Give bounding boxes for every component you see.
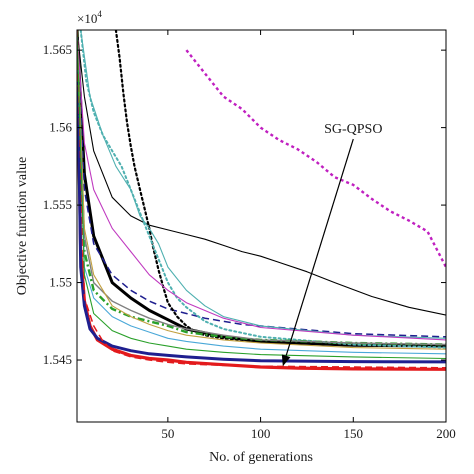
x-tick-label: 100	[251, 426, 271, 441]
series-line-10	[77, 30, 446, 346]
annotation-label: SG-QPSO	[324, 122, 382, 137]
series-line-7	[114, 30, 446, 348]
series-line-4	[77, 30, 446, 316]
y-axis-label: Objective function value	[15, 157, 30, 295]
series-line-3	[77, 30, 446, 348]
series-layer	[77, 30, 446, 371]
y-axis-multiplier-exponent: 4	[97, 9, 102, 19]
series-line-11	[80, 30, 446, 339]
series-line-2	[77, 30, 446, 364]
ticks-layer: 50 100 150 200 1.545 1.55 1.555 1.56 1.565	[43, 30, 456, 441]
series-line-16	[77, 30, 446, 360]
x-tick-label: 150	[344, 426, 364, 441]
series-line-5	[77, 30, 446, 338]
y-tick-label: 1.565	[43, 42, 72, 57]
x-axis-label: No. of generations	[209, 450, 313, 465]
series-line-1	[77, 30, 446, 371]
series-line-6	[185, 49, 446, 268]
y-tick-label: 1.55	[49, 275, 72, 290]
annotation-arrow-head	[281, 354, 291, 367]
annotation-arrow-line	[285, 138, 354, 356]
plot-frame	[76, 29, 447, 423]
x-tick-label: 50	[161, 426, 174, 441]
x-tick-label: 200	[436, 426, 456, 441]
y-axis-multiplier: ×104	[77, 9, 102, 26]
y-tick-label: 1.56	[49, 120, 72, 135]
y-tick-label: 1.555	[43, 197, 72, 212]
series-line-15	[77, 30, 446, 369]
series-line-12	[77, 30, 446, 341]
series-line-13	[77, 30, 446, 350]
annotation-sg-qpso: SG-QPSO	[281, 122, 382, 367]
series-line-14	[77, 30, 446, 355]
y-tick-label: 1.545	[43, 352, 72, 367]
